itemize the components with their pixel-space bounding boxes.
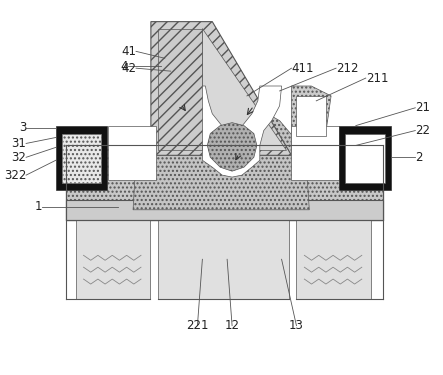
Text: 3: 3 xyxy=(19,121,26,134)
Polygon shape xyxy=(207,123,257,171)
Polygon shape xyxy=(175,86,282,177)
Text: 2: 2 xyxy=(415,151,423,164)
Bar xyxy=(339,126,391,190)
Bar xyxy=(62,134,101,183)
Text: 22: 22 xyxy=(415,124,430,137)
Polygon shape xyxy=(133,104,309,210)
Bar xyxy=(158,217,288,299)
Bar xyxy=(66,146,383,220)
Polygon shape xyxy=(291,86,331,155)
Polygon shape xyxy=(202,28,287,150)
Bar xyxy=(291,126,339,180)
Bar xyxy=(66,152,383,220)
Text: 41: 41 xyxy=(121,45,136,58)
Text: 1: 1 xyxy=(35,200,42,213)
Text: 411: 411 xyxy=(291,62,314,75)
Text: 13: 13 xyxy=(289,319,304,332)
Text: 322: 322 xyxy=(4,169,26,182)
Text: 42: 42 xyxy=(121,62,136,75)
Text: 21: 21 xyxy=(415,101,430,114)
Text: 212: 212 xyxy=(336,62,358,75)
Bar xyxy=(66,200,383,220)
Bar xyxy=(296,96,326,135)
Bar xyxy=(296,217,371,299)
Polygon shape xyxy=(151,22,291,155)
Text: 32: 32 xyxy=(11,151,26,164)
Polygon shape xyxy=(158,28,202,150)
Bar xyxy=(76,217,150,299)
Bar xyxy=(345,134,385,183)
Text: 4: 4 xyxy=(120,60,128,73)
Bar xyxy=(56,126,107,190)
Text: 31: 31 xyxy=(11,137,26,150)
Text: 221: 221 xyxy=(186,319,209,332)
Text: 211: 211 xyxy=(366,72,388,85)
Text: 12: 12 xyxy=(225,319,240,332)
Bar xyxy=(62,134,101,183)
Bar xyxy=(108,126,156,180)
